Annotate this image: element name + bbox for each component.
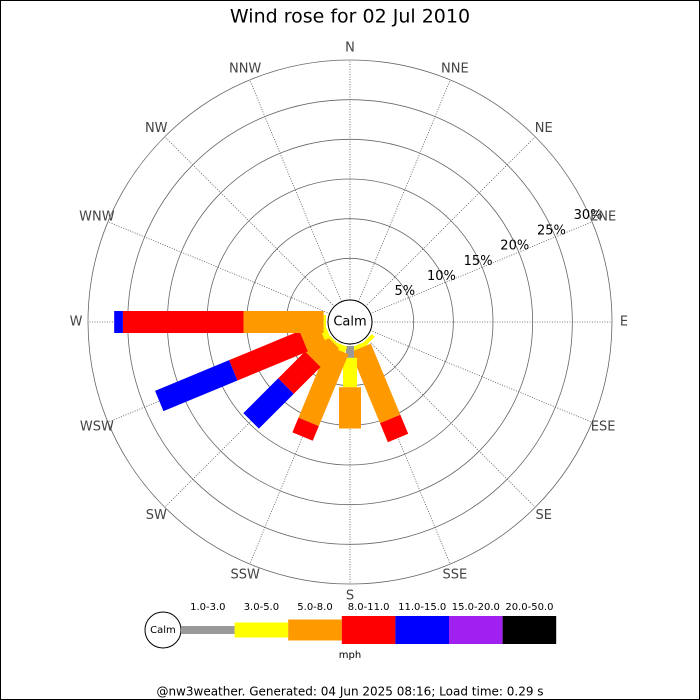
bar-segment bbox=[243, 378, 294, 429]
legend-swatch bbox=[234, 622, 289, 638]
direction-label: NW bbox=[145, 121, 168, 136]
bar-segment bbox=[339, 387, 361, 429]
legend-label: 1.0-3.0 bbox=[190, 602, 225, 613]
calm-circle bbox=[327, 299, 373, 345]
bar-segment bbox=[114, 311, 123, 333]
legend-swatch bbox=[502, 616, 557, 644]
legend-swatch bbox=[395, 616, 449, 644]
direction-label: ENE bbox=[590, 210, 616, 225]
bar-segment bbox=[243, 311, 324, 333]
bar-segment bbox=[379, 414, 409, 443]
direction-label: SSW bbox=[230, 568, 260, 583]
bar-segment bbox=[343, 357, 357, 388]
r-tick-label: 30% bbox=[574, 208, 603, 223]
r-tick-label: 25% bbox=[537, 223, 566, 238]
spoke bbox=[358, 79, 451, 302]
r-tick-label: 15% bbox=[464, 254, 493, 269]
spoke bbox=[107, 221, 330, 314]
bar-segment bbox=[305, 332, 340, 367]
bar-segment bbox=[278, 351, 321, 394]
legend-swatch bbox=[181, 626, 235, 634]
legend-label: 5.0-8.0 bbox=[297, 602, 332, 613]
direction-label: WNW bbox=[79, 210, 115, 225]
legend-swatch bbox=[288, 619, 342, 641]
bar-segment bbox=[122, 311, 244, 333]
r-tick-label: 10% bbox=[427, 269, 456, 284]
legend-label: 20.0-50.0 bbox=[505, 602, 553, 613]
direction-label: SE bbox=[536, 508, 552, 523]
legend-label: 3.0-5.0 bbox=[244, 602, 279, 613]
legend-label: 15.0-20.0 bbox=[452, 602, 500, 613]
direction-label: S bbox=[346, 589, 354, 604]
bar-segment bbox=[352, 341, 368, 351]
spoke bbox=[370, 221, 593, 314]
legend-swatch bbox=[449, 616, 503, 644]
direction-label: NE bbox=[535, 121, 553, 136]
footer: @nw3weather. Generated: 04 Jun 2025 08:1… bbox=[156, 685, 543, 699]
legend-unit: mph bbox=[339, 650, 361, 661]
direction-label: E bbox=[620, 315, 628, 330]
direction-label: WSW bbox=[80, 419, 114, 434]
bar-segment bbox=[292, 417, 319, 441]
spoke bbox=[249, 79, 342, 302]
calm-label: Calm bbox=[333, 315, 366, 330]
legend-calm-label: Calm bbox=[150, 625, 176, 636]
bar-segment bbox=[155, 360, 238, 412]
legend-swatch bbox=[341, 616, 396, 644]
spoke bbox=[370, 330, 593, 423]
legend-label: 8.0-11.0 bbox=[348, 602, 390, 613]
direction-label: N bbox=[345, 41, 355, 56]
direction-label: SSE bbox=[442, 568, 467, 583]
direction-label: SW bbox=[146, 508, 167, 523]
r-tick-label: 5% bbox=[395, 284, 416, 299]
bar-segment bbox=[298, 345, 349, 427]
legend-label: 11.0-15.0 bbox=[398, 602, 446, 613]
direction-label: NNE bbox=[441, 61, 469, 76]
grid-ring bbox=[87, 59, 613, 585]
chart-title: Wind rose for 02 Jul 2010 bbox=[230, 6, 470, 28]
spoke bbox=[365, 136, 536, 307]
r-tick-label: 20% bbox=[500, 239, 529, 254]
bar-segment bbox=[323, 315, 326, 329]
spoke bbox=[164, 136, 335, 307]
direction-label: W bbox=[70, 315, 83, 330]
bar-segment bbox=[229, 331, 308, 381]
spoke bbox=[365, 337, 536, 508]
bar-segment bbox=[350, 343, 401, 424]
direction-label: NNW bbox=[229, 61, 261, 76]
direction-label: ESE bbox=[591, 419, 616, 434]
